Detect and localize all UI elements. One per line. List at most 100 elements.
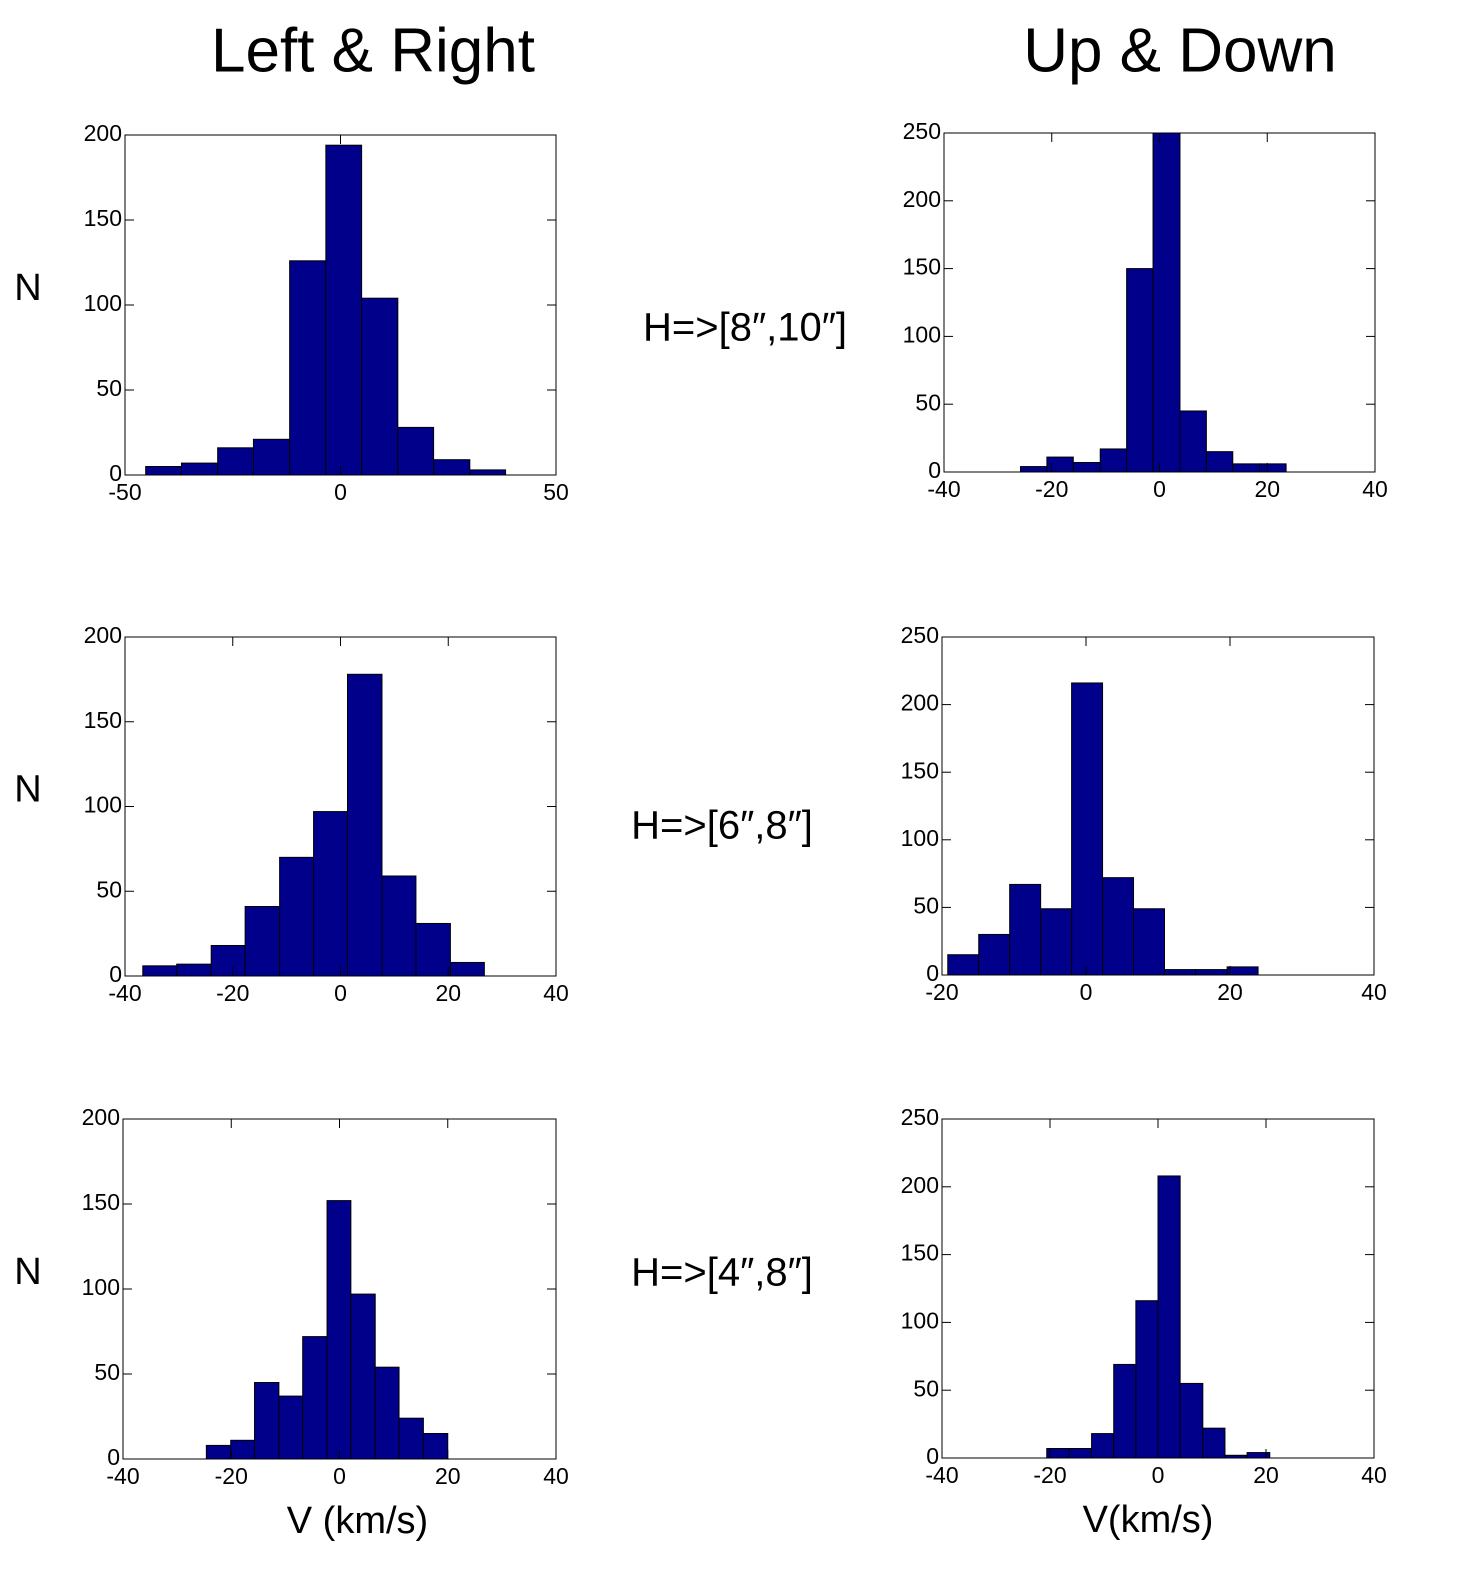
bar: [279, 856, 315, 977]
y-tick-label: 100: [84, 290, 122, 316]
x-tick-label: -40: [927, 476, 960, 502]
bar: [1071, 682, 1104, 976]
bar: [1179, 1382, 1204, 1459]
column-title: Up & Down: [1023, 16, 1337, 85]
x-tick-label: 0: [1153, 476, 1166, 502]
x-tick-label: 40: [1361, 979, 1387, 1005]
bar: [422, 1433, 449, 1460]
y-tick-label: 50: [94, 1359, 120, 1385]
bar: [1072, 462, 1101, 473]
y-tick-label: 0: [109, 961, 122, 987]
x-tick-label: 20: [435, 980, 461, 1006]
x-tick-label: 0: [1080, 979, 1093, 1005]
bar: [1133, 908, 1165, 976]
bar: [1259, 463, 1287, 473]
y-tick-label: 0: [928, 457, 941, 483]
bar: [230, 1439, 256, 1460]
row-label: H=>[4″,8″]: [631, 1251, 813, 1295]
y-tick-label: 200: [903, 186, 941, 212]
bar: [1205, 451, 1234, 473]
x-tick-label: -40: [925, 1462, 958, 1488]
chart: -40 -20 0 20 40 0 50 100 150 200 250 V(km/s): [901, 1104, 1387, 1541]
bar: [374, 1366, 400, 1460]
bar: [252, 438, 291, 476]
chart: -40 -20 0 20 40 0 50 100 150 200 250: [903, 118, 1388, 502]
bar: [313, 811, 349, 977]
bar: [469, 469, 507, 476]
bar: [1113, 1363, 1137, 1459]
bar: [205, 1444, 232, 1460]
bar: [1020, 466, 1048, 473]
bar: [210, 944, 246, 977]
bar: [1099, 448, 1128, 473]
x-tick-label: 20: [1217, 979, 1243, 1005]
row-label: H=>[8″,10″]: [643, 306, 847, 350]
bar: [449, 961, 485, 977]
bar: [254, 1382, 280, 1460]
bar: [1157, 1175, 1181, 1459]
bar: [1135, 1300, 1159, 1459]
x-tick-label: 0: [334, 479, 347, 505]
y-tick-label: 250: [901, 1104, 939, 1130]
bar: [350, 1293, 376, 1460]
chart: -40 -20 0 20 40 0 50 100 150 200 N: [14, 622, 569, 1006]
bar: [1040, 908, 1073, 976]
bar: [325, 144, 363, 476]
y-tick-label: 50: [915, 389, 941, 415]
x-tick-label: -40: [106, 1463, 139, 1489]
bar: [397, 426, 435, 476]
x-tick-label: 40: [543, 980, 569, 1006]
bar: [142, 965, 178, 977]
y-tick-label: 50: [96, 876, 122, 902]
plot-frame: [941, 636, 1375, 976]
bar: [176, 963, 212, 977]
y-tick-label: 250: [901, 622, 939, 648]
bar: [289, 260, 327, 476]
y-tick-label: 100: [84, 792, 122, 818]
x-tick-label: -20: [1035, 476, 1068, 502]
y-tick-label: 0: [926, 1443, 939, 1469]
x-tick-label: 0: [1152, 1462, 1165, 1488]
bar: [326, 1200, 352, 1460]
bar: [381, 875, 417, 977]
column-title: Left & Right: [211, 16, 535, 85]
bar: [361, 297, 399, 476]
x-tick-label: -20: [215, 1463, 248, 1489]
y-tick-label: 250: [903, 118, 941, 144]
x-tick-label: 40: [1362, 476, 1388, 502]
x-tick-label: 0: [334, 980, 347, 1006]
bar: [1163, 969, 1196, 976]
bar: [217, 447, 254, 476]
chart: -40 -20 0 20 40 0 50 100 150 200 N V (km/s): [14, 1104, 569, 1542]
x-tick-label: 50: [543, 479, 569, 505]
y-tick-label: 100: [903, 321, 941, 347]
y-tick-label: 150: [901, 1240, 939, 1266]
x-tick-label: -20: [1033, 1462, 1066, 1488]
x-tick-label: 40: [543, 1463, 569, 1489]
bar: [978, 933, 1011, 976]
x-tick-label: 40: [1361, 1462, 1387, 1488]
bar: [244, 906, 281, 977]
x-axis-label: V (km/s): [287, 1500, 428, 1542]
y-axis-label: N: [14, 267, 41, 309]
x-tick-label: -20: [216, 980, 249, 1006]
x-tick-label: -40: [108, 980, 141, 1006]
bar: [1009, 883, 1042, 976]
bar: [947, 954, 980, 976]
x-tick-label: 0: [333, 1463, 346, 1489]
bar: [145, 466, 182, 476]
bar: [1179, 410, 1207, 473]
y-axis-label: N: [14, 1251, 41, 1293]
bar: [1202, 1427, 1226, 1459]
y-tick-label: 200: [82, 1104, 120, 1130]
y-tick-label: 200: [901, 690, 939, 716]
bar: [1226, 966, 1259, 976]
y-axis-label: N: [14, 769, 41, 811]
bar: [1091, 1433, 1115, 1459]
y-tick-label: 100: [901, 825, 939, 851]
bar: [1068, 1448, 1093, 1459]
y-tick-label: 0: [109, 460, 122, 486]
